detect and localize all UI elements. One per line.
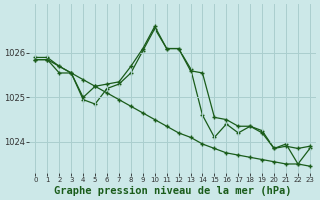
X-axis label: Graphe pression niveau de la mer (hPa): Graphe pression niveau de la mer (hPa) xyxy=(54,186,292,196)
